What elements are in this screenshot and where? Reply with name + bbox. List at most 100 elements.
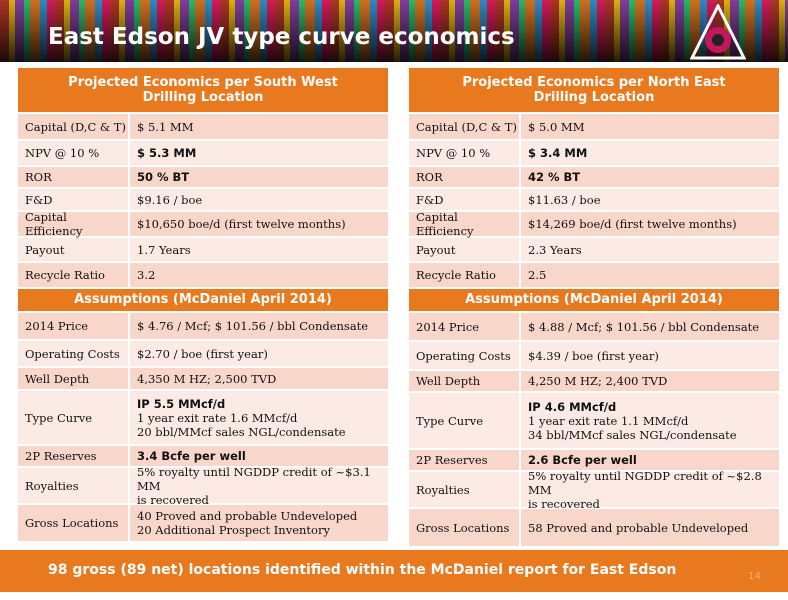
value-line: 20 Additional Prospect Inventory <box>137 523 330 537</box>
assumption-row: Type Curve IP 5.5 MMcf/d 1 year exit rate … <box>18 391 388 444</box>
assumptions-header: Assumptions (McDaniel April 2014) <box>18 289 388 311</box>
table-row: F&D $9.16 / boe <box>18 189 388 210</box>
value-line: IP 4.6 MMcf/d <box>528 399 617 414</box>
row-label: Capital (D,C & T) <box>409 114 519 139</box>
row-value: $ 4.76 / Mcf; $ 101.56 / bbl Condensate <box>130 313 388 339</box>
row-value: $ 4.88 / Mcf; $ 101.56 / bbl Condensate <box>521 313 779 340</box>
row-label: Royalties <box>409 472 519 507</box>
value-line: 2.6 Bcfe per well <box>528 453 637 467</box>
table-row: Payout 2.3 Years <box>409 238 779 261</box>
slide-title: East Edson JV type curve economics <box>48 24 515 50</box>
value-line: 1 year exit rate 1.6 MMcf/d <box>137 410 298 425</box>
row-label: Type Curve <box>18 391 128 444</box>
table-row: Capital (D,C & T) $ 5.0 MM <box>409 114 779 139</box>
value-line: $4.39 / boe (first year) <box>528 348 659 363</box>
section-header: Projected Economics per South West Drilli… <box>18 68 388 112</box>
row-value: 1.7 Years <box>130 238 388 261</box>
header-line: Drilling Location <box>533 90 655 105</box>
row-value: 3.2 <box>130 263 388 287</box>
row-label: 2P Reserves <box>409 450 519 470</box>
row-value: $11.63 / boe <box>521 189 779 210</box>
table-row: ROR 42 % BT <box>409 167 779 187</box>
row-label: Payout <box>18 238 128 261</box>
assumption-row: Well Depth 4,250 M HZ; 2,400 TVD <box>409 371 779 391</box>
row-label: 2014 Price <box>18 313 128 339</box>
row-label: Capital Efficiency <box>409 210 519 238</box>
row-value: $9.16 / boe <box>130 189 388 210</box>
row-value: 5% royalty until NGDDP credit of ~$2.8 M… <box>521 468 779 511</box>
row-value: 2.5 <box>521 263 779 287</box>
value-line: 40 Proved and probable Undeveloped <box>137 509 358 523</box>
value-line: is recovered <box>137 492 209 507</box>
row-label: ROR <box>409 167 519 187</box>
table-row: Payout 1.7 Years <box>18 238 388 261</box>
logo <box>690 4 746 60</box>
row-label: 2014 Price <box>409 313 519 340</box>
value-line: 5% royalty until NGDDP credit of ~$3.1 M… <box>137 464 371 493</box>
value-line: $ 4.76 / Mcf; $ 101.56 / bbl Condensate <box>137 319 369 333</box>
assumption-row: Gross Locations 40 Proved and probable Un… <box>18 505 388 541</box>
row-value: $4.39 / boe (first year) <box>521 342 779 369</box>
row-value: $ 5.0 MM <box>521 114 779 139</box>
header-band <box>0 0 788 62</box>
assumption-row: 2014 Price $ 4.88 / Mcf; $ 101.56 / bbl C… <box>409 313 779 340</box>
row-value: 4,250 M HZ; 2,400 TVD <box>521 371 779 391</box>
assumption-row: Well Depth 4,350 M HZ; 2,500 TVD <box>18 368 388 389</box>
left-column: Projected Economics per South West Drilli… <box>18 68 388 541</box>
row-value: $14,269 boe/d (first twelve months) <box>521 212 779 236</box>
page-number: 14 <box>748 571 761 582</box>
table-row: Recycle Ratio 3.2 <box>18 263 388 287</box>
row-label: 2P Reserves <box>18 446 128 466</box>
table-row: Recycle Ratio 2.5 <box>409 263 779 287</box>
row-value: 2.3 Years <box>521 238 779 261</box>
row-value: $ 3.4 MM <box>521 141 779 165</box>
footer-banner: 98 gross (89 net) locations identified w… <box>0 550 788 592</box>
value-line: 20 bbl/MMcf sales NGL/condensate <box>137 424 346 439</box>
table-row: Capital Efficiency $14,269 boe/d (first t… <box>409 210 779 238</box>
assumption-row: 2P Reserves 2.6 Bcfe per well <box>409 450 779 470</box>
value-line: is recovered <box>528 496 600 511</box>
value-line: $ 4.88 / Mcf; $ 101.56 / bbl Condensate <box>528 319 760 334</box>
row-label: Royalties <box>18 468 128 503</box>
row-label: Type Curve <box>409 393 519 448</box>
header-line: Projected Economics per South West <box>68 75 338 90</box>
table-row: NPV @ 10 % $ 5.3 MM <box>18 141 388 165</box>
row-label: Operating Costs <box>409 342 519 369</box>
row-label: Well Depth <box>18 368 128 389</box>
table-row: NPV @ 10 % $ 3.4 MM <box>409 141 779 165</box>
table-row: Capital (D,C & T) $ 5.1 MM <box>18 114 388 139</box>
row-value: 40 Proved and probable Undeveloped 20 Add… <box>130 505 388 541</box>
row-value: 3.4 Bcfe per well <box>130 446 388 466</box>
assumption-row: Operating Costs $2.70 / boe (first year) <box>18 341 388 366</box>
row-label: Gross Locations <box>409 509 519 546</box>
value-line: 1 year exit rate 1.1 MMcf/d <box>528 413 689 428</box>
row-label: Payout <box>409 238 519 261</box>
assumption-row: Royalties 5% royalty until NGDDP credit o… <box>409 468 779 511</box>
section-header: Projected Economics per North East Drilli… <box>409 68 779 112</box>
row-value: 5% royalty until NGDDP credit of ~$3.1 M… <box>130 464 388 507</box>
value-line: 3.4 Bcfe per well <box>137 449 246 463</box>
table-row: F&D $11.63 / boe <box>409 189 779 210</box>
row-value: 2.6 Bcfe per well <box>521 450 779 470</box>
assumption-row: Operating Costs $4.39 / boe (first year) <box>409 342 779 369</box>
table-row: Capital Efficiency $10,650 boe/d (first t… <box>18 210 388 238</box>
row-value: 42 % BT <box>521 167 779 187</box>
value-line: 4,250 M HZ; 2,400 TVD <box>528 374 668 388</box>
row-label: Recycle Ratio <box>409 263 519 287</box>
row-label: Operating Costs <box>18 341 128 366</box>
row-label: NPV @ 10 % <box>409 141 519 165</box>
row-label: Recycle Ratio <box>18 263 128 287</box>
row-label: Capital (D,C & T) <box>18 114 128 139</box>
value-line: 4,350 M HZ; 2,500 TVD <box>137 371 277 386</box>
row-value: $ 5.3 MM <box>130 141 388 165</box>
row-label: F&D <box>18 189 128 210</box>
table-row: ROR 50 % BT <box>18 167 388 187</box>
value-line: 5% royalty until NGDDP credit of ~$2.8 M… <box>528 468 762 497</box>
assumptions-header: Assumptions (McDaniel April 2014) <box>409 289 779 311</box>
row-value: IP 4.6 MMcf/d 1 year exit rate 1.1 MMcf/d… <box>521 393 779 448</box>
header-line: Projected Economics per North East <box>462 75 726 90</box>
value-line: $2.70 / boe (first year) <box>137 346 268 361</box>
row-value: $10,650 boe/d (first twelve months) <box>130 212 388 236</box>
row-label: Gross Locations <box>18 505 128 541</box>
